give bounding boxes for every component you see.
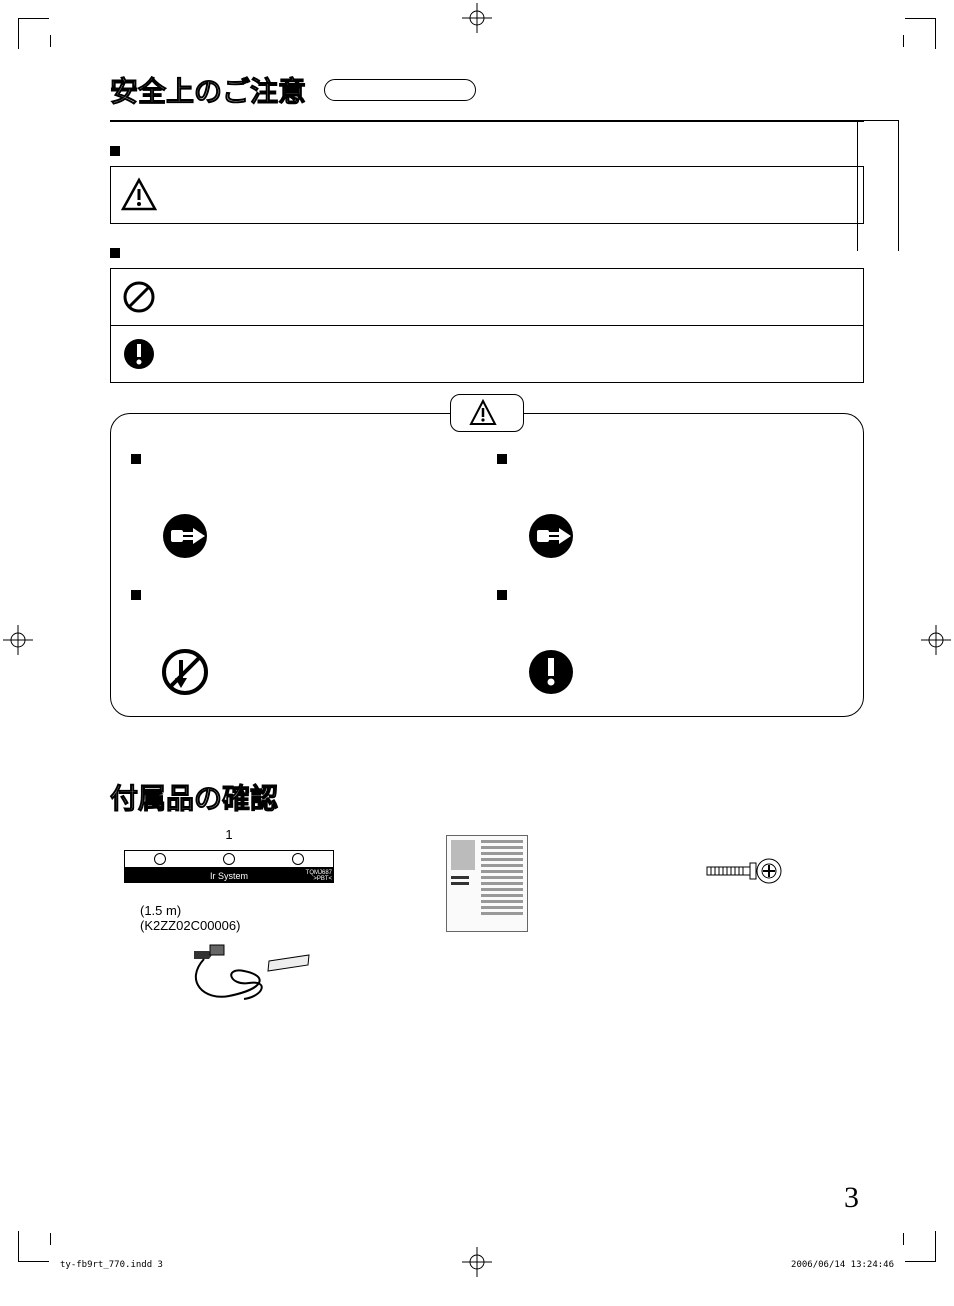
unplug-icon [527,512,575,560]
footer-filename: ty-fb9rt_770.indd 3 [60,1260,163,1270]
mandatory-icon [121,336,157,372]
warning-meaning-box [110,166,864,224]
caution-item-2 [497,454,843,560]
manual-booklet-icon [446,835,528,932]
screw-illustration [626,857,864,888]
no-disassemble-icon [161,648,209,696]
caution-panel [110,413,864,717]
unplug-icon [161,512,209,560]
accessory-ir-board: 1 Ir System TQMJ687>PBT< (1.5 m) (K2ZZ02… [110,827,348,1014]
prohibition-icon [121,279,157,315]
ir-cable-illustration [140,941,348,1014]
title-pill [324,79,476,101]
mandatory-icon [527,648,575,696]
symbol-meaning-box [110,268,864,383]
ir-tag-icon: TQMJ687>PBT< [306,870,332,882]
cable-partno: (K2ZZ02C00006) [140,918,348,933]
ir-qty: 1 [110,827,348,842]
accessory-screw [626,827,864,1014]
warning-triangle-icon [121,177,157,213]
footer-timestamp: 2006/06/14 13:24:46 [791,1260,894,1270]
accessories-title: 付属品の確認 [110,777,864,817]
safety-title: 安全上のご注意 [110,70,306,110]
ir-board-top [124,850,334,868]
cable-length: (1.5 m) [140,903,348,918]
ir-system-label: Ir System [210,871,248,881]
accessory-manual [368,827,606,1014]
caution-item-4 [497,590,843,696]
title-rule [110,120,864,122]
ir-board-label-strip: Ir System TQMJ687>PBT< [124,868,334,883]
section-heading-2 [110,244,864,262]
caution-item-1 [131,454,477,560]
page-number: 3 [844,1181,859,1215]
caution-badge [450,394,524,432]
section-heading-1 [110,142,864,160]
caution-item-3 [131,590,477,696]
caution-triangle-icon [469,399,497,427]
